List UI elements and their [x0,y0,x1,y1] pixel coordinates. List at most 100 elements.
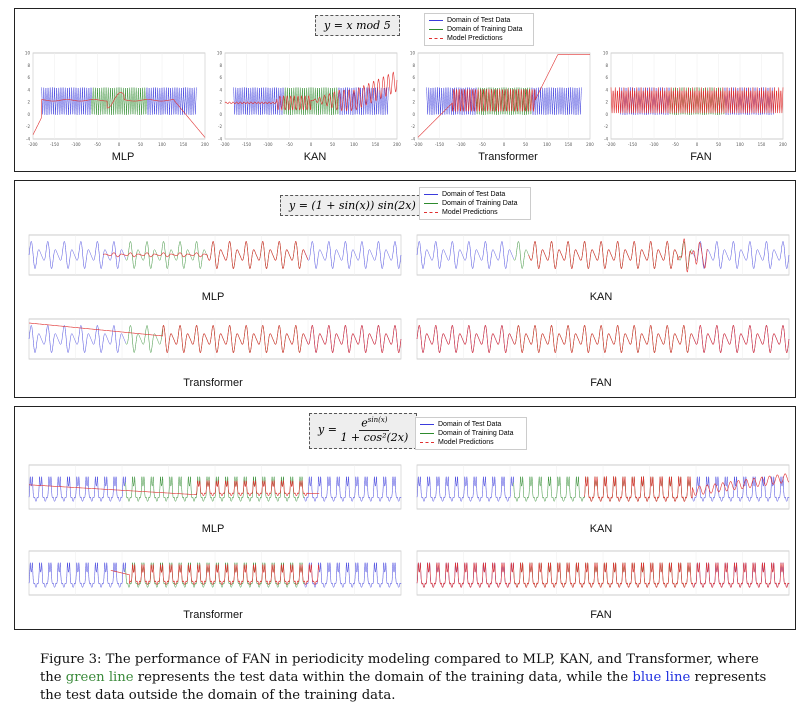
formula-mod5: y = x mod 5 [315,15,400,36]
x-tick-label: 200 [201,142,209,147]
label-sin-transformer: Transformer [183,377,243,389]
x-tick-label: -100 [71,142,81,147]
x-tick-label: 200 [586,142,594,147]
prediction-series [29,322,402,354]
test-series-right [304,562,402,588]
panel-exp: y = esin(x) 1 + cos²(2x) Domain of Test … [14,406,796,630]
formula-exp: y = esin(x) 1 + cos²(2x) [309,413,418,449]
x-tick-label: -100 [263,142,273,147]
plot-sin-kan [409,231,793,283]
y-tick-label: 10 [25,51,31,56]
test-series-right [531,87,582,116]
label-sin-kan: KAN [589,291,613,303]
x-tick-label: 0 [696,142,699,147]
prediction-series [416,324,790,354]
plot-mod5-transformer: -200 -150 -100 -50 0 50 100 150 200 10 8 6 4 2 0 -2 -4 [408,49,594,149]
x-tick-label: 100 [736,142,744,147]
formula-prefix: y = [318,422,337,436]
plot-exp-mlp [21,461,405,517]
y-tick-label: 8 [219,63,222,68]
x-tick-label: 50 [330,142,336,147]
x-tick-label: -100 [649,142,659,147]
y-tick-label: 10 [603,51,609,56]
x-tick-label: 200 [393,142,401,147]
legend-test: Domain of Test Data [447,17,511,24]
plot-mod5-fan: -200 -150 -100 -50 0 50 100 150 200 10 8 6 4 2 0 -2 -4 [601,49,787,149]
x-tick-label: -150 [50,142,60,147]
y-tick-label: -4 [218,137,222,142]
label-exp-mlp: MLP [201,523,225,535]
y-tick-label: 8 [412,63,415,68]
prediction-series [224,71,398,112]
test-series-right [304,241,402,269]
x-tick-label: 100 [350,142,358,147]
test-series-left [28,325,126,353]
x-tick-label: -200 [413,142,423,147]
y-tick-label: 4 [27,87,30,92]
y-tick-label: 8 [605,63,608,68]
x-tick-label: -150 [242,142,252,147]
figure-caption: Figure 3: The performance of FAN in peri… [40,652,767,703]
y-tick-label: -2 [411,124,415,129]
y-tick-label: 8 [27,63,30,68]
y-tick-label: 0 [219,112,222,117]
test-series-left [28,476,126,502]
x-tick-label: 200 [779,142,787,147]
x-tick-label: -50 [479,142,486,147]
y-tick-label: 6 [605,75,608,80]
legend-pred: Model Predictions [438,439,494,446]
label-mod5-fan: FAN [690,151,712,163]
y-tick-label: 10 [410,51,416,56]
y-tick-label: 0 [27,112,30,117]
label-sin-fan: FAN [590,377,612,389]
legend-panel-2: Domain of Test Data Domain of Training D… [419,187,531,220]
label-sin-mlp: MLP [201,291,225,303]
legend-test: Domain of Test Data [442,191,506,198]
label-mod5-kan: KAN [303,151,327,163]
x-tick-label: 150 [372,142,380,147]
label-exp-kan: KAN [589,523,613,535]
prediction-series [32,92,206,138]
formula-fraction: esin(x) 1 + cos²(2x) [340,416,408,444]
test-series-left [28,241,126,269]
x-tick-label: 0 [118,142,121,147]
legend-panel-1: Domain of Test Data Domain of Training D… [424,13,534,46]
test-series-left [233,87,284,116]
x-tick-label: -200 [28,142,38,147]
test-series-left [416,241,514,269]
y-tick-label: -4 [604,137,608,142]
y-tick-label: 10 [217,51,223,56]
prediction-series [528,238,708,273]
y-tick-label: -2 [604,124,608,129]
legend-pred: Model Predictions [447,35,503,42]
formula-denominator: 1 + cos²(2x) [340,430,409,444]
y-tick-label: 2 [412,100,415,105]
x-tick-label: 150 [180,142,188,147]
x-tick-label: 150 [565,142,573,147]
x-tick-label: 50 [523,142,529,147]
x-tick-label: -200 [606,142,616,147]
y-tick-label: -4 [411,137,415,142]
test-series-left [28,562,126,588]
x-tick-label: -50 [94,142,101,147]
legend-panel-3: Domain of Test Data Domain of Training D… [415,417,527,450]
train-series [283,87,339,115]
prediction-series [584,473,790,502]
y-tick-label: 6 [27,75,30,80]
test-series-right [304,476,402,502]
plot-mod5-mlp: -200 -150 -100 -50 0 50 100 150 200 10 8 6 4 2 0 -2 -4 [23,49,209,149]
legend-train: Domain of Training Data [447,26,523,33]
test-series-left [416,476,514,502]
y-tick-label: 2 [605,100,608,105]
plot-sin-transformer [21,315,405,367]
plot-exp-fan [409,547,793,603]
y-tick-label: 4 [605,87,608,92]
train-series [476,87,532,115]
x-tick-label: 0 [503,142,506,147]
prediction-series [416,562,790,588]
train-series [91,87,147,115]
legend-train: Domain of Training Data [442,200,518,207]
x-tick-label: 0 [310,142,313,147]
y-tick-label: 6 [219,75,222,80]
legend-train: Domain of Training Data [438,430,514,437]
